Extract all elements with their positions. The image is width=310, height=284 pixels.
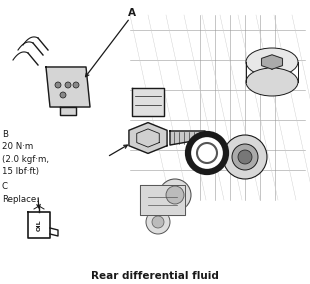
Circle shape xyxy=(197,143,217,163)
Circle shape xyxy=(159,179,191,211)
Circle shape xyxy=(166,186,184,204)
Circle shape xyxy=(55,82,61,88)
Circle shape xyxy=(65,82,71,88)
Text: B
20 N·m
(2.0 kgf·m,
15 lbf·ft): B 20 N·m (2.0 kgf·m, 15 lbf·ft) xyxy=(2,130,49,176)
Polygon shape xyxy=(60,107,76,115)
Circle shape xyxy=(73,82,79,88)
Polygon shape xyxy=(132,88,164,116)
Polygon shape xyxy=(46,67,90,107)
Text: A: A xyxy=(128,8,136,18)
Ellipse shape xyxy=(246,68,298,96)
Circle shape xyxy=(223,135,267,179)
Text: C
Replace.: C Replace. xyxy=(2,182,39,204)
Circle shape xyxy=(238,150,252,164)
Polygon shape xyxy=(170,131,210,145)
Polygon shape xyxy=(262,55,282,69)
Circle shape xyxy=(232,144,258,170)
Polygon shape xyxy=(140,185,185,215)
Text: OIL: OIL xyxy=(37,219,42,231)
Polygon shape xyxy=(28,212,50,238)
Circle shape xyxy=(152,216,164,228)
Circle shape xyxy=(146,210,170,234)
Ellipse shape xyxy=(246,48,298,76)
Polygon shape xyxy=(129,123,167,153)
Text: Rear differential fluid: Rear differential fluid xyxy=(91,271,219,281)
Polygon shape xyxy=(50,228,58,236)
Circle shape xyxy=(60,92,66,98)
Circle shape xyxy=(188,134,226,172)
